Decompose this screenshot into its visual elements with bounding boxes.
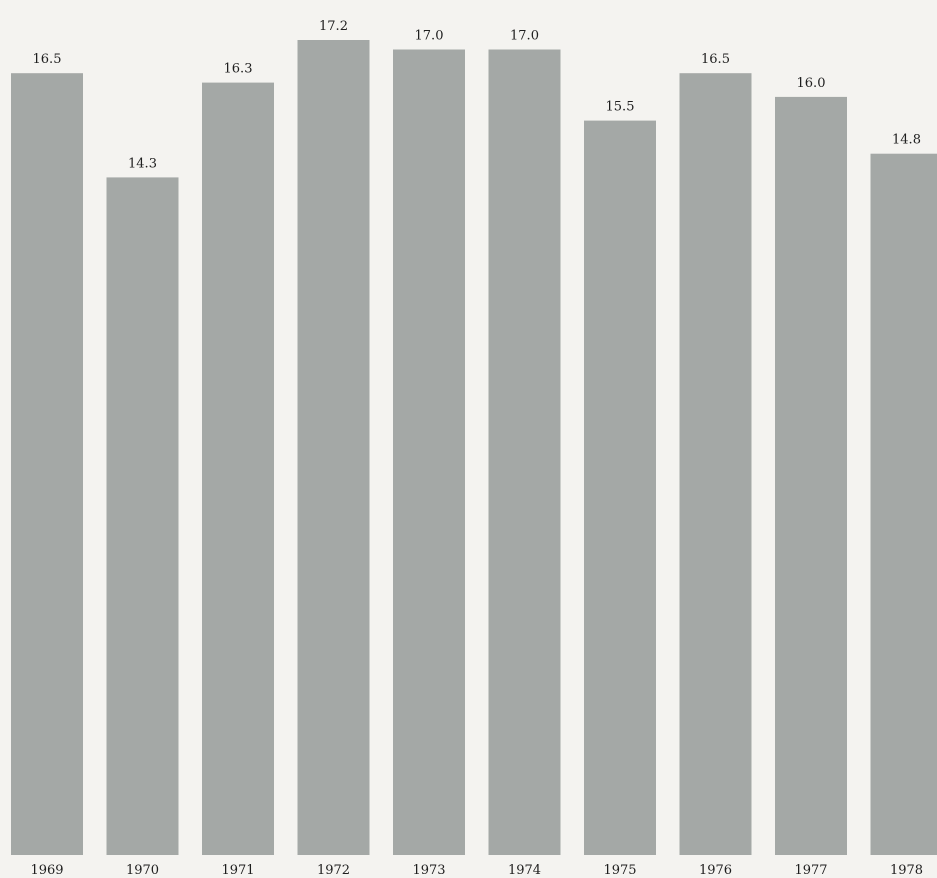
bar-1975 bbox=[584, 120, 656, 856]
value-label-1975: 15.5 bbox=[606, 100, 635, 115]
bar-1973 bbox=[393, 49, 465, 855]
category-label-1970: 1970 bbox=[126, 863, 159, 878]
value-label-1977: 16.0 bbox=[797, 76, 826, 91]
value-label-1976: 16.5 bbox=[701, 52, 730, 67]
category-label-1969: 1969 bbox=[30, 863, 63, 878]
category-label-1975: 1975 bbox=[603, 863, 636, 878]
value-label-1972: 17.2 bbox=[319, 19, 348, 34]
category-labels-group: 1969 1970 1971 1972 1973 1974 1975 1976 1977 1978 bbox=[30, 863, 923, 878]
category-label-1978: 1978 bbox=[890, 863, 923, 878]
value-label-1970: 14.3 bbox=[128, 156, 157, 171]
bars-group bbox=[11, 40, 937, 856]
bar-1971 bbox=[202, 82, 274, 856]
value-label-1978: 14.8 bbox=[892, 133, 921, 148]
value-label-1973: 17.0 bbox=[415, 29, 444, 44]
value-labels-group: 16.5 14.3 16.3 17.2 17.0 17.0 15.5 16.5 16.0 14.8 bbox=[33, 19, 921, 171]
bar-1976 bbox=[679, 73, 752, 855]
category-label-1974: 1974 bbox=[508, 863, 541, 878]
bar-1978 bbox=[870, 153, 937, 855]
category-label-1973: 1973 bbox=[412, 863, 445, 878]
category-label-1976: 1976 bbox=[699, 863, 732, 878]
value-label-1971: 16.3 bbox=[224, 62, 253, 77]
bar-1977 bbox=[775, 96, 847, 855]
category-label-1971: 1971 bbox=[221, 863, 254, 878]
category-label-1972: 1972 bbox=[317, 863, 350, 878]
value-label-1969: 16.5 bbox=[33, 52, 62, 67]
bar-1972 bbox=[297, 40, 370, 855]
bar-1974 bbox=[488, 49, 561, 855]
bar-1970 bbox=[106, 177, 179, 855]
value-label-1974: 17.0 bbox=[510, 29, 539, 44]
category-label-1977: 1977 bbox=[794, 863, 827, 878]
bar-1969 bbox=[11, 73, 83, 855]
